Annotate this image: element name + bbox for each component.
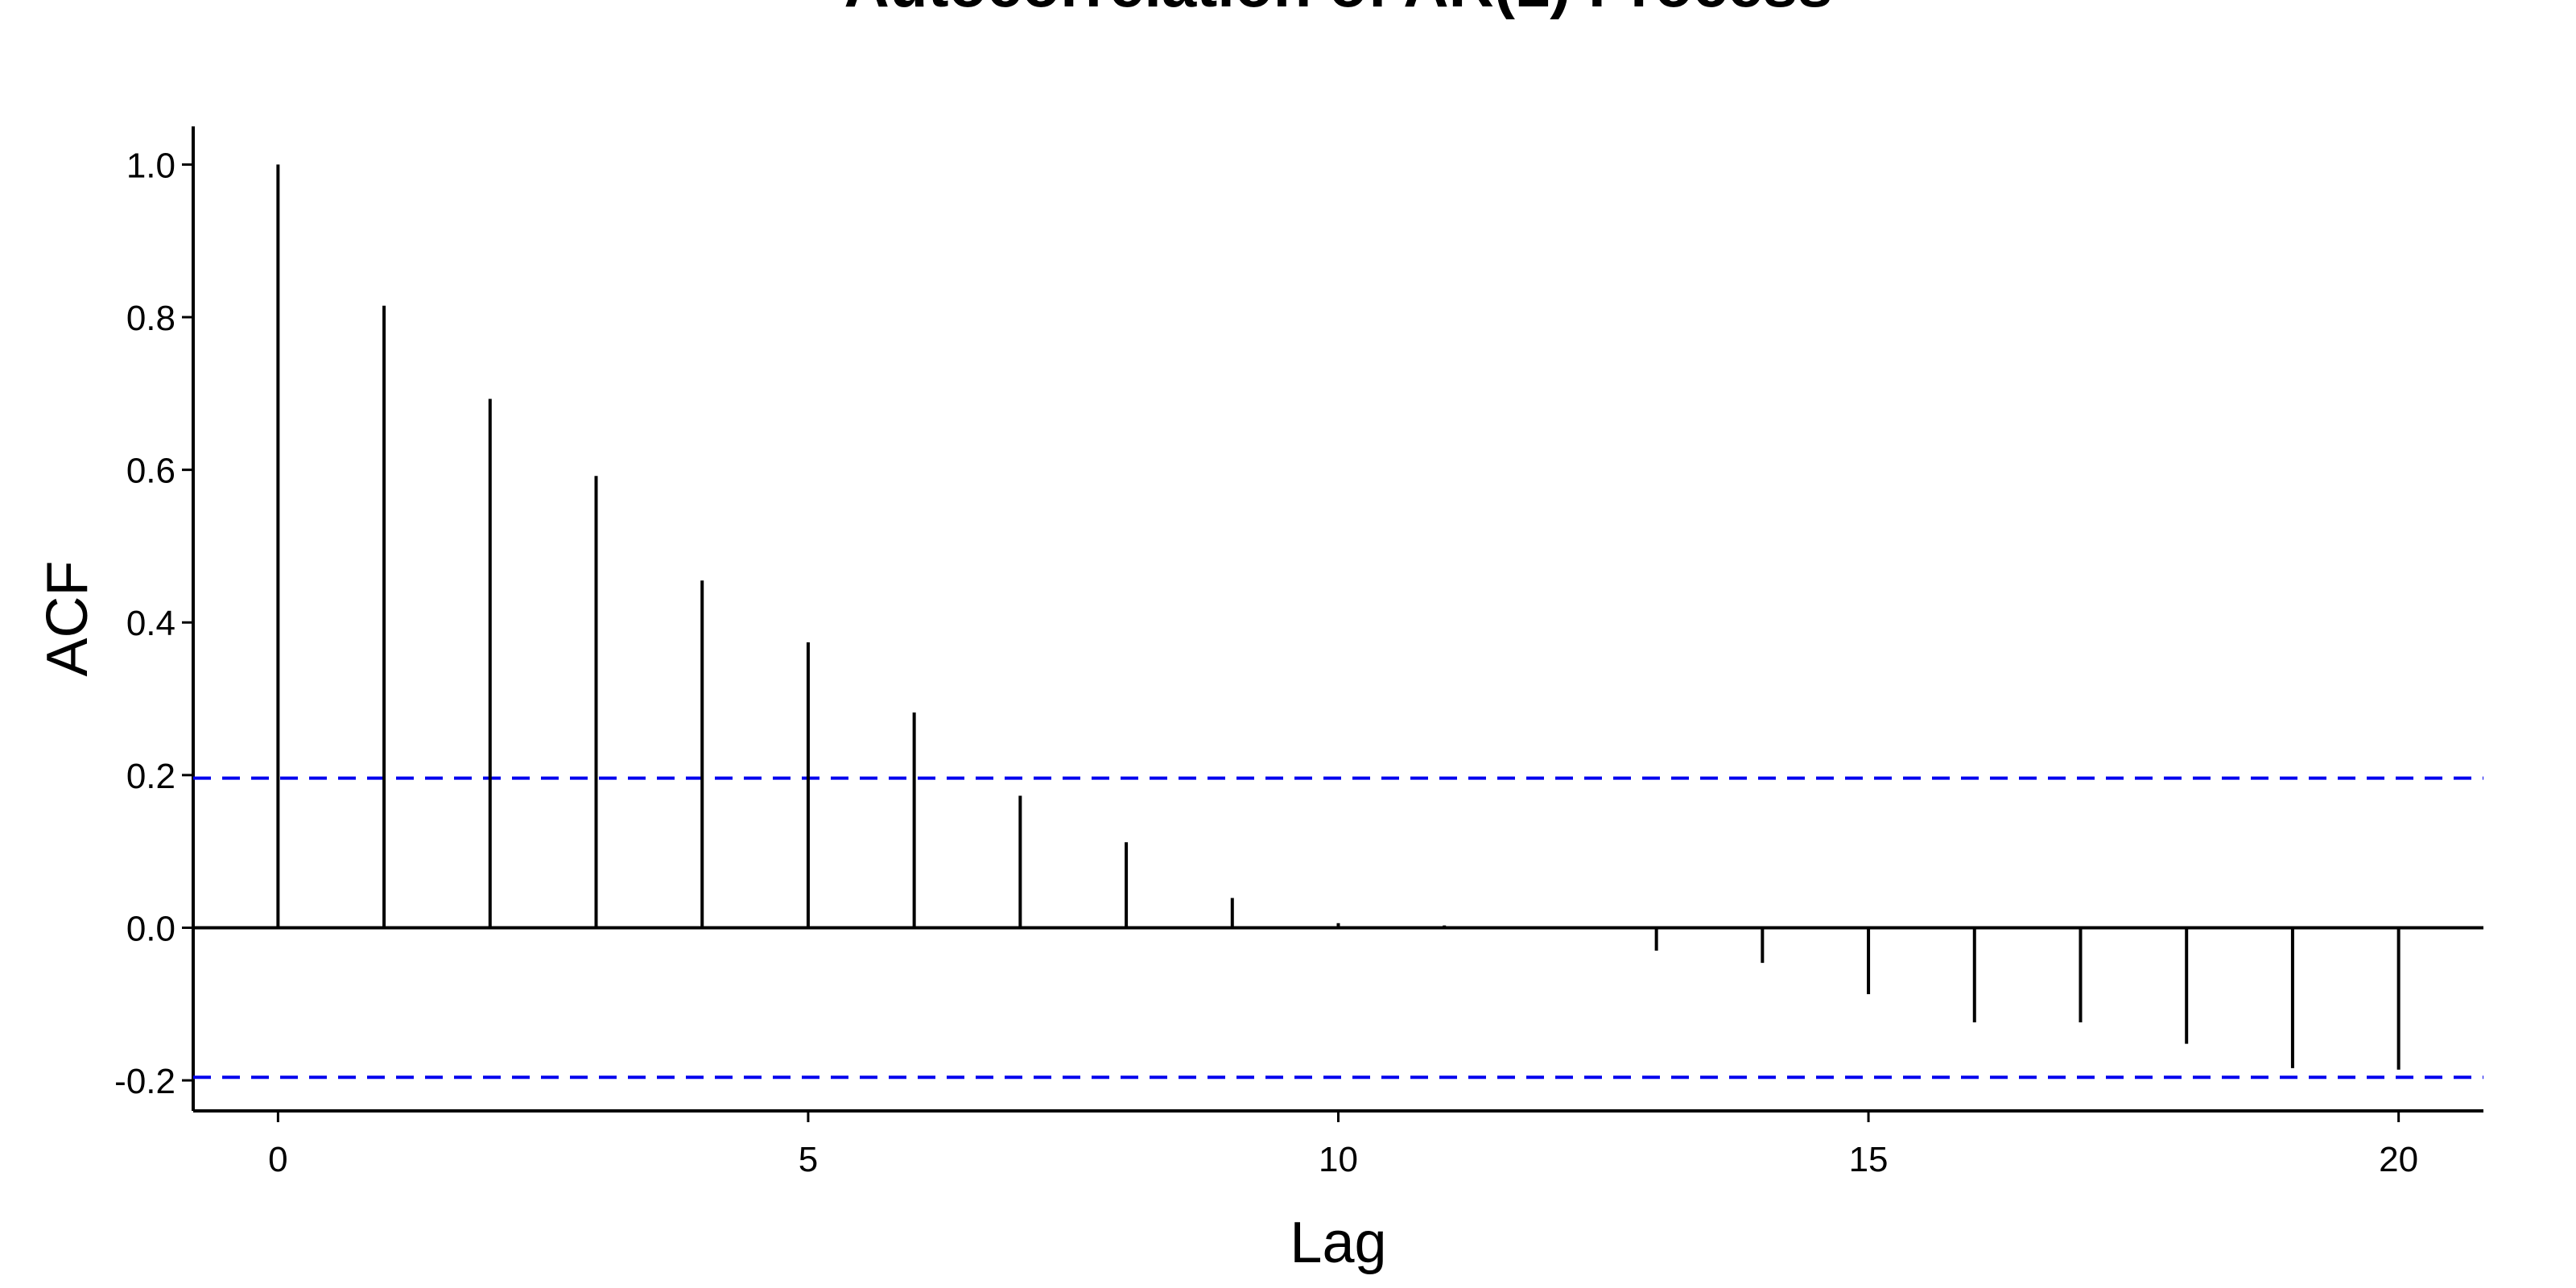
chart-title: Autocorrelation of AR(1) Process — [844, 0, 1833, 20]
y-tick-label: 0.4 — [126, 604, 175, 643]
y-tick-label: 0.2 — [126, 757, 175, 796]
x-axis-title: Lag — [1290, 1211, 1386, 1275]
x-tick-label: 20 — [2379, 1140, 2418, 1179]
y-axis-ticks: 1.0 0.8 0.6 0.4 0.2 0.0 -0.2 — [114, 146, 193, 1101]
y-tick-label: 0.0 — [126, 909, 175, 948]
acf-stems — [276, 164, 2401, 1070]
x-axis-ticks: 0 5 10 15 20 — [268, 1111, 2418, 1179]
y-tick-label: -0.2 — [114, 1062, 175, 1101]
y-tick-label: 1.0 — [126, 146, 175, 185]
x-tick-label: 0 — [268, 1140, 287, 1179]
x-tick-label: 5 — [799, 1140, 818, 1179]
axes — [192, 126, 2483, 1113]
x-tick-label: 15 — [1849, 1140, 1889, 1179]
y-tick-label: 0.8 — [126, 299, 175, 338]
y-axis-title: ACF — [35, 561, 100, 677]
x-tick-label: 10 — [1319, 1140, 1358, 1179]
y-tick-label: 0.6 — [126, 452, 175, 491]
confidence-bounds — [193, 776, 2483, 1080]
